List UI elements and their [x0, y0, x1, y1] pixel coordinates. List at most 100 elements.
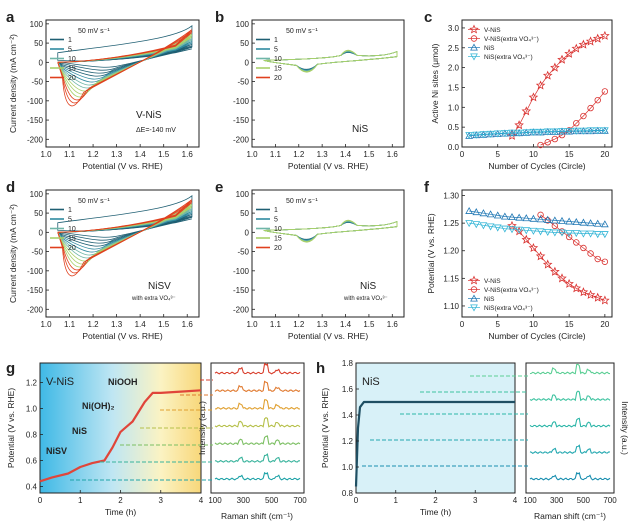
data-point — [592, 292, 603, 302]
data-point — [486, 223, 495, 231]
data-point — [600, 127, 609, 135]
panel-h-title: NiS — [362, 376, 380, 388]
panel-c: c V-NiS V-NiS(extra VO₄³⁻) NiS NiS(extra VO… — [424, 9, 613, 171]
y-axis-label: Current density (mA cm⁻²) — [8, 34, 18, 133]
data-point — [600, 30, 610, 40]
cv-cycle-trace — [263, 50, 398, 70]
data-point — [579, 127, 588, 135]
x-tick-label: 3 — [473, 496, 478, 505]
x-tick-label: 5 — [495, 320, 500, 329]
raman-spectrum — [529, 363, 611, 375]
x-tick-label: 10 — [529, 150, 538, 159]
legend-label: 1 — [274, 207, 278, 214]
data-point — [522, 214, 531, 222]
y-tick-label: 2.5 — [448, 44, 460, 53]
data-point — [529, 128, 538, 136]
legend-label: V-NiS — [484, 27, 501, 34]
data-point — [529, 214, 538, 222]
data-point — [472, 131, 481, 139]
x-tick-label: 1.1 — [270, 150, 282, 159]
y-tick-label: 1.0 — [448, 103, 460, 112]
cv-cycle-trace — [263, 50, 398, 71]
x-tick-label: 0 — [460, 150, 465, 159]
data-point — [465, 132, 474, 140]
y-tick-label: 3.0 — [448, 24, 460, 33]
x-tick-label: 100 — [523, 496, 537, 505]
phase-label: NiS — [72, 426, 87, 436]
data-point — [600, 231, 609, 239]
data-point — [586, 219, 595, 227]
panel-b-label: NiS — [352, 124, 368, 135]
x-tick-label: 20 — [600, 150, 609, 159]
legend-marker — [470, 286, 478, 293]
x-tick-label: 1 — [394, 496, 399, 505]
panel-f: f V-NiS V-NiS(extra VO₄³⁻) NiS NiS(extra VO… — [424, 179, 613, 341]
legend-label: 20 — [274, 245, 282, 252]
data-point — [514, 120, 524, 130]
data-point — [564, 48, 574, 58]
data-point — [558, 131, 566, 139]
data-point — [515, 129, 524, 137]
x-tick-label: 1.3 — [111, 150, 123, 159]
data-point — [542, 70, 553, 80]
data-point — [535, 80, 546, 90]
legend-label: NiS(extra VO₄³⁻) — [484, 305, 533, 312]
panel-f-frame — [461, 189, 613, 318]
legend-marker — [469, 24, 479, 34]
raman-spectrum — [529, 471, 611, 481]
data-point — [580, 112, 587, 120]
y-axis-label: Active Ni sites (μmol) — [430, 43, 440, 123]
data-point — [593, 127, 602, 135]
legend-label: 20 — [68, 245, 76, 252]
x-tick-label: 20 — [600, 320, 609, 329]
data-point — [465, 220, 474, 228]
legend-label: NiS — [484, 45, 495, 52]
data-point — [493, 130, 502, 138]
legend-label: 15 — [68, 236, 76, 243]
data-point — [536, 128, 545, 136]
y-tick-label: 0.4 — [26, 483, 38, 492]
data-point — [565, 233, 573, 241]
data-point — [600, 220, 609, 228]
raman-spectrum — [214, 453, 300, 463]
y-tick-label: -50 — [31, 78, 43, 87]
data-point — [486, 130, 495, 138]
data-point — [601, 258, 609, 265]
panel-e-label: NiS — [360, 281, 376, 292]
y-tick-label: -200 — [233, 305, 250, 314]
x-axis-label: Potential (V vs. RHE) — [82, 331, 162, 341]
x-tick-label: 1.3 — [317, 320, 329, 329]
raman-spectrum — [529, 390, 611, 402]
y-axis-label: Potential (V vs. RHE) — [320, 388, 330, 468]
panel-g: g V-NiS NiSV NiS Ni(OH)₂ NiOOH 0 1 2 3 4 0.4 0.6 0… — [6, 360, 307, 521]
data-point — [587, 250, 594, 257]
data-point — [535, 251, 546, 261]
x-tick-label: 5 — [495, 150, 500, 159]
data-point — [521, 106, 532, 116]
data-point — [536, 215, 545, 223]
raman-spectrum — [214, 417, 301, 428]
panel-b-letter: b — [215, 9, 224, 26]
y-tick-label: -150 — [27, 116, 44, 125]
data-point — [500, 225, 509, 233]
cv-cycle-trace — [263, 220, 398, 241]
data-point — [550, 62, 560, 72]
raman-spectrum — [214, 380, 301, 393]
legend-label: 5 — [274, 217, 278, 224]
legend-label: 10 — [68, 226, 76, 233]
y-axis-label: Potential (V vs. RHE) — [426, 213, 436, 293]
legend-marker — [470, 43, 478, 51]
y-tick-label: 0.8 — [26, 431, 38, 440]
data-point — [578, 39, 589, 49]
panel-a-label: V-NiS — [136, 110, 162, 121]
data-point — [593, 219, 602, 227]
x-tick-label: 500 — [265, 496, 279, 505]
data-point — [594, 255, 601, 263]
panel-h-raman-frame — [525, 362, 615, 494]
cv-cycle-trace — [263, 50, 398, 72]
data-point — [573, 119, 580, 127]
x-tick-label: 2 — [118, 496, 123, 505]
